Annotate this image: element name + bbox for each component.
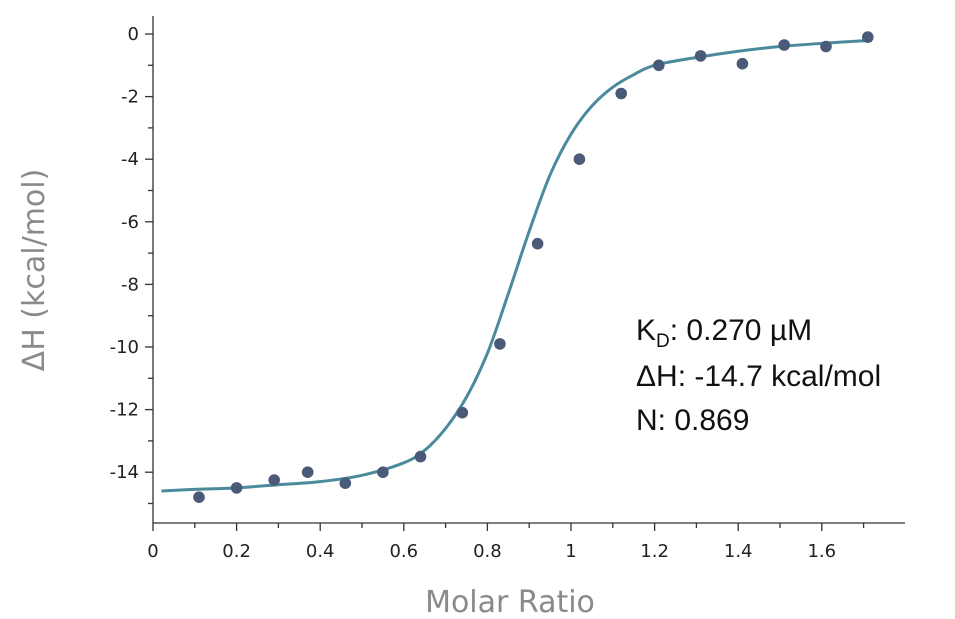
data-point <box>615 87 627 100</box>
x-tick-label: 0.8 <box>473 541 502 562</box>
x-tick-label: 1.4 <box>724 541 753 562</box>
data-point <box>694 50 707 62</box>
x-tick-label: 0.2 <box>222 541 251 562</box>
y-tick-label: -12 <box>110 400 139 421</box>
data-point <box>494 338 506 350</box>
x-tick-label: 1.2 <box>640 541 669 562</box>
data-point <box>377 466 389 479</box>
kd-symbol: K <box>636 314 656 347</box>
y-tick-label: -10 <box>110 337 139 358</box>
y-tick-label: -2 <box>121 87 139 108</box>
data-point <box>736 57 749 70</box>
y-axis-title: ΔH (kcal/mol) <box>17 169 52 372</box>
data-point <box>456 406 469 419</box>
data-points-layer <box>193 31 874 504</box>
data-point <box>268 474 281 486</box>
data-point <box>820 40 832 53</box>
kd-value: : 0.270 µM <box>670 314 812 347</box>
kd-annotation: KD: 0.270 µM <box>636 314 812 352</box>
fit-curve <box>161 38 873 493</box>
x-tick-label: 0 <box>147 541 158 562</box>
data-point <box>778 39 790 51</box>
y-tick-label: -4 <box>121 149 139 170</box>
dh-annotation: ΔH: -14.7 kcal/mol <box>636 360 881 393</box>
x-tick-label: 0.6 <box>389 541 418 562</box>
data-point <box>653 59 665 72</box>
y-tick-label: 0 <box>128 24 139 45</box>
data-point <box>339 477 352 490</box>
data-point <box>230 482 243 494</box>
x-tick-label: 0.4 <box>306 541 335 562</box>
data-point <box>301 466 314 479</box>
data-point <box>531 237 544 250</box>
fit-annotation: KD: 0.270 µM ΔH: -14.7 kcal/mol N: 0.869 <box>636 314 881 437</box>
data-point <box>193 491 205 504</box>
axes: 0 -2 -4 -6 -8 -10 -12 -14 0 0.2 0.4 0.6 0.8 1 1.2 1.4 1.… <box>110 16 905 562</box>
fit-curve-layer <box>161 38 873 493</box>
y-tick-label: -8 <box>121 274 139 295</box>
data-point <box>573 153 586 165</box>
n-annotation: N: 0.869 <box>636 404 749 437</box>
y-tick-label: -14 <box>110 462 139 483</box>
y-tick-label: -6 <box>121 212 139 233</box>
data-point <box>414 450 427 463</box>
kd-subscript: D <box>656 331 670 352</box>
data-point <box>862 31 874 43</box>
x-tick-label: 1 <box>565 541 576 562</box>
x-tick-label: 1.6 <box>807 541 836 562</box>
x-axis-title: Molar Ratio <box>425 585 595 619</box>
